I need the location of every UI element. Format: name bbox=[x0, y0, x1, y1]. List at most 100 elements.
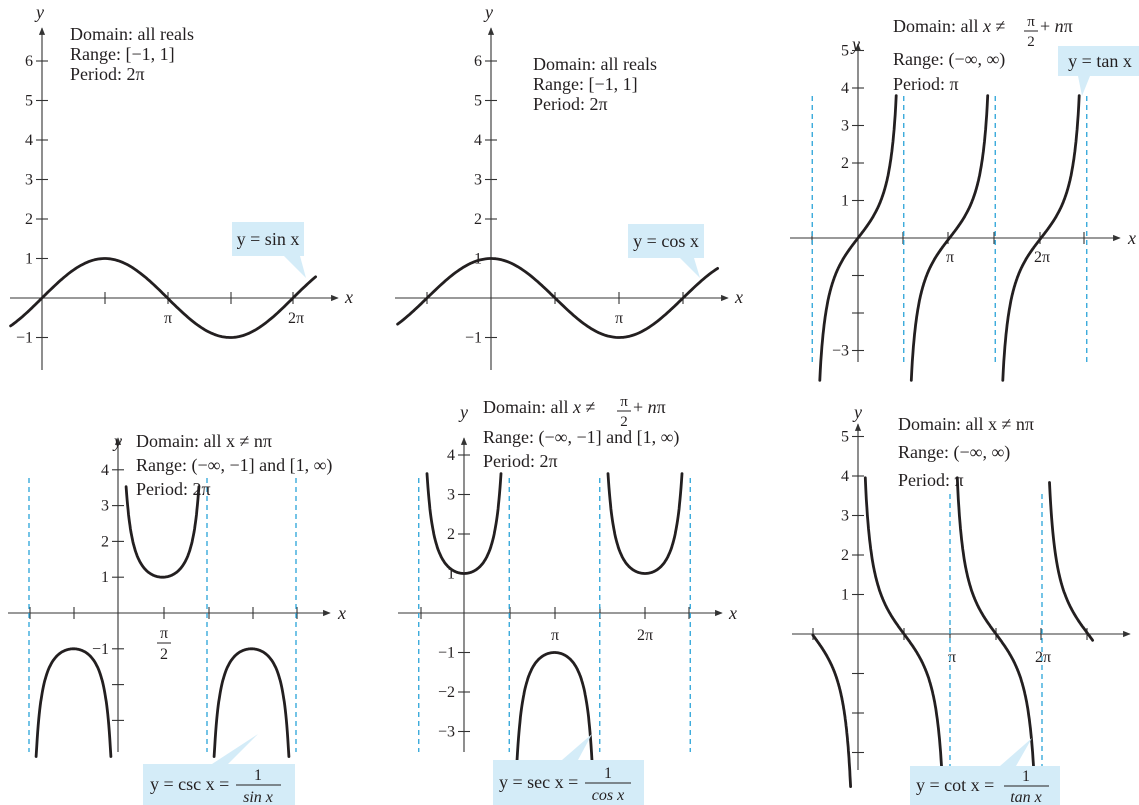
cos-y-ticks: 6 5 4 3 2 1 −1 bbox=[465, 53, 497, 347]
tan-x-tick-label: 2π bbox=[1034, 249, 1050, 266]
csc-label-num: 1 bbox=[254, 767, 262, 784]
csc-curve bbox=[34, 647, 113, 758]
sec-label-den: cos x bbox=[592, 787, 624, 804]
sin-curve-label: y = sin x bbox=[237, 229, 300, 249]
panel-cot: y 5 4 3 2 1 π 2π Domain: all x ≠ nπ Range: (… bbox=[792, 402, 1131, 805]
sin-y-tick-label: 3 bbox=[25, 172, 33, 189]
tan-y-ticks: 5 4 3 2 1 −3 bbox=[832, 43, 864, 360]
cot-label-den: tan x bbox=[1010, 789, 1042, 805]
sin-x-ticks: π 2π bbox=[104, 292, 304, 327]
cot-domain: Domain: all x ≠ nπ bbox=[898, 414, 1034, 434]
cos-y-tick-label: −1 bbox=[465, 330, 482, 347]
sin-x-tick-label: 2π bbox=[288, 310, 304, 327]
tan-domain-pi: π bbox=[1064, 16, 1073, 36]
sec-x-label: x bbox=[728, 603, 737, 623]
cos-curve bbox=[396, 257, 719, 339]
csc-curve bbox=[212, 647, 291, 758]
cos-x-tick-label: π bbox=[615, 310, 623, 327]
sec-domain-suffix: + bbox=[633, 397, 648, 417]
cos-callout: y = cos x bbox=[628, 224, 704, 278]
cot-y-tick-label: 3 bbox=[841, 508, 849, 525]
tan-domain-n: n bbox=[1055, 16, 1064, 36]
sin-period: Period: 2π bbox=[70, 64, 145, 84]
sec-x-tick-label: 2π bbox=[637, 627, 653, 644]
sin-range: Range: [−1, 1] bbox=[70, 44, 175, 64]
tan-domain-prefix: Domain: all bbox=[893, 16, 983, 36]
cot-asymptotes bbox=[949, 494, 1043, 770]
csc-period: Period: 2π bbox=[136, 479, 211, 499]
sin-y-tick-label: 1 bbox=[25, 251, 33, 268]
tan-y-tick-label: −3 bbox=[832, 343, 849, 360]
sec-label-num: 1 bbox=[604, 765, 612, 782]
tan-domain-frac-den: 2 bbox=[1027, 34, 1035, 50]
tan-y-tick-label: 4 bbox=[841, 80, 849, 97]
cot-period: Period: π bbox=[898, 470, 964, 490]
cot-label-prefix: y = cot x = bbox=[916, 775, 994, 795]
sec-y-tick-label: 3 bbox=[447, 487, 455, 504]
csc-y-tick-label: 1 bbox=[101, 569, 109, 586]
panel-csc: x y 4 3 2 1 −1 π 2 Domain: all x ≠ nπ Range:… bbox=[8, 431, 346, 805]
sec-range: Range: (−∞, −1] and [1, ∞) bbox=[483, 427, 679, 448]
csc-label-prefix: y = csc x = bbox=[150, 774, 229, 794]
csc-x-ticks: π 2 bbox=[29, 607, 298, 663]
cos-y-tick-label: 1 bbox=[474, 251, 482, 268]
tan-period: Period: π bbox=[893, 74, 959, 94]
csc-y-tick-label: 2 bbox=[101, 533, 109, 550]
sec-y-tick-label: −1 bbox=[438, 645, 455, 662]
cot-label-num: 1 bbox=[1022, 768, 1030, 785]
cot-y-ticks: 5 4 3 2 1 bbox=[841, 429, 864, 754]
sec-y-tick-label: −3 bbox=[438, 724, 455, 741]
csc-x-tick-den: 2 bbox=[160, 646, 168, 663]
cos-y-tick-label: 2 bbox=[474, 211, 482, 228]
sin-y-tick-label: 6 bbox=[25, 53, 33, 70]
csc-curves bbox=[34, 485, 291, 758]
cot-y-label: y bbox=[852, 402, 862, 422]
tan-curve bbox=[1001, 94, 1081, 382]
csc-callout: y = csc x = 1 sin x bbox=[143, 734, 295, 805]
sec-callout-pointer bbox=[562, 734, 592, 760]
sin-x-label: x bbox=[344, 287, 353, 307]
tan-callout: y = tan x bbox=[1058, 46, 1139, 96]
cot-range: Range: (−∞, ∞) bbox=[898, 442, 1010, 463]
cot-curve bbox=[1048, 481, 1094, 642]
sin-y-tick-label: 2 bbox=[25, 211, 33, 228]
csc-curve bbox=[124, 485, 201, 579]
cot-y-tick-label: 4 bbox=[841, 468, 849, 485]
sin-domain: Domain: all reals bbox=[70, 24, 194, 44]
cot-callout-pointer bbox=[1000, 738, 1032, 766]
tan-y-tick-label: 2 bbox=[841, 155, 849, 172]
cot-curves bbox=[811, 476, 1094, 792]
tan-curves bbox=[818, 94, 1081, 382]
csc-label-den: sin x bbox=[243, 789, 273, 805]
cos-domain: Domain: all reals bbox=[533, 54, 657, 74]
cos-curve-label: y = cos x bbox=[633, 231, 699, 251]
sec-domain-n: n bbox=[648, 397, 657, 417]
sec-y-tick-label: 4 bbox=[447, 447, 455, 464]
sin-y-ticks: 6 5 4 3 2 1 −1 bbox=[16, 53, 48, 347]
cot-y-tick-label: 1 bbox=[841, 587, 849, 604]
csc-x-label: x bbox=[337, 603, 346, 623]
panel-sin: x y 6 5 4 3 2 1 −1 π 2π Domain: all reals Rang… bbox=[9, 2, 353, 370]
csc-callout-pointer bbox=[212, 734, 258, 764]
csc-asymptotes bbox=[28, 478, 297, 752]
csc-domain: Domain: all x ≠ nπ bbox=[136, 431, 272, 451]
sin-y-tick-label: 4 bbox=[25, 132, 33, 149]
tan-curve bbox=[818, 94, 898, 382]
tan-x-tick-label: π bbox=[946, 249, 954, 266]
tan-range: Range: (−∞, ∞) bbox=[893, 49, 1005, 70]
csc-x-tick-num: π bbox=[160, 625, 168, 642]
sec-curve bbox=[514, 651, 595, 783]
sin-y-tick-label: 5 bbox=[25, 93, 33, 110]
sec-y-tick-label: −2 bbox=[438, 684, 455, 701]
cos-callout-box bbox=[628, 224, 704, 258]
cot-y-tick-label: 2 bbox=[841, 547, 849, 564]
sec-x-tick-label: π bbox=[551, 627, 559, 644]
cot-x-tick-label: π bbox=[948, 649, 956, 666]
tan-y-label: y bbox=[850, 34, 860, 54]
tan-domain-var: x bbox=[982, 16, 991, 36]
tan-domain: Domain: all x ≠ bbox=[893, 16, 1005, 36]
cot-x-tick-label: 2π bbox=[1035, 649, 1051, 666]
sec-curves bbox=[425, 472, 684, 783]
csc-y-tick-label: −1 bbox=[92, 641, 109, 658]
